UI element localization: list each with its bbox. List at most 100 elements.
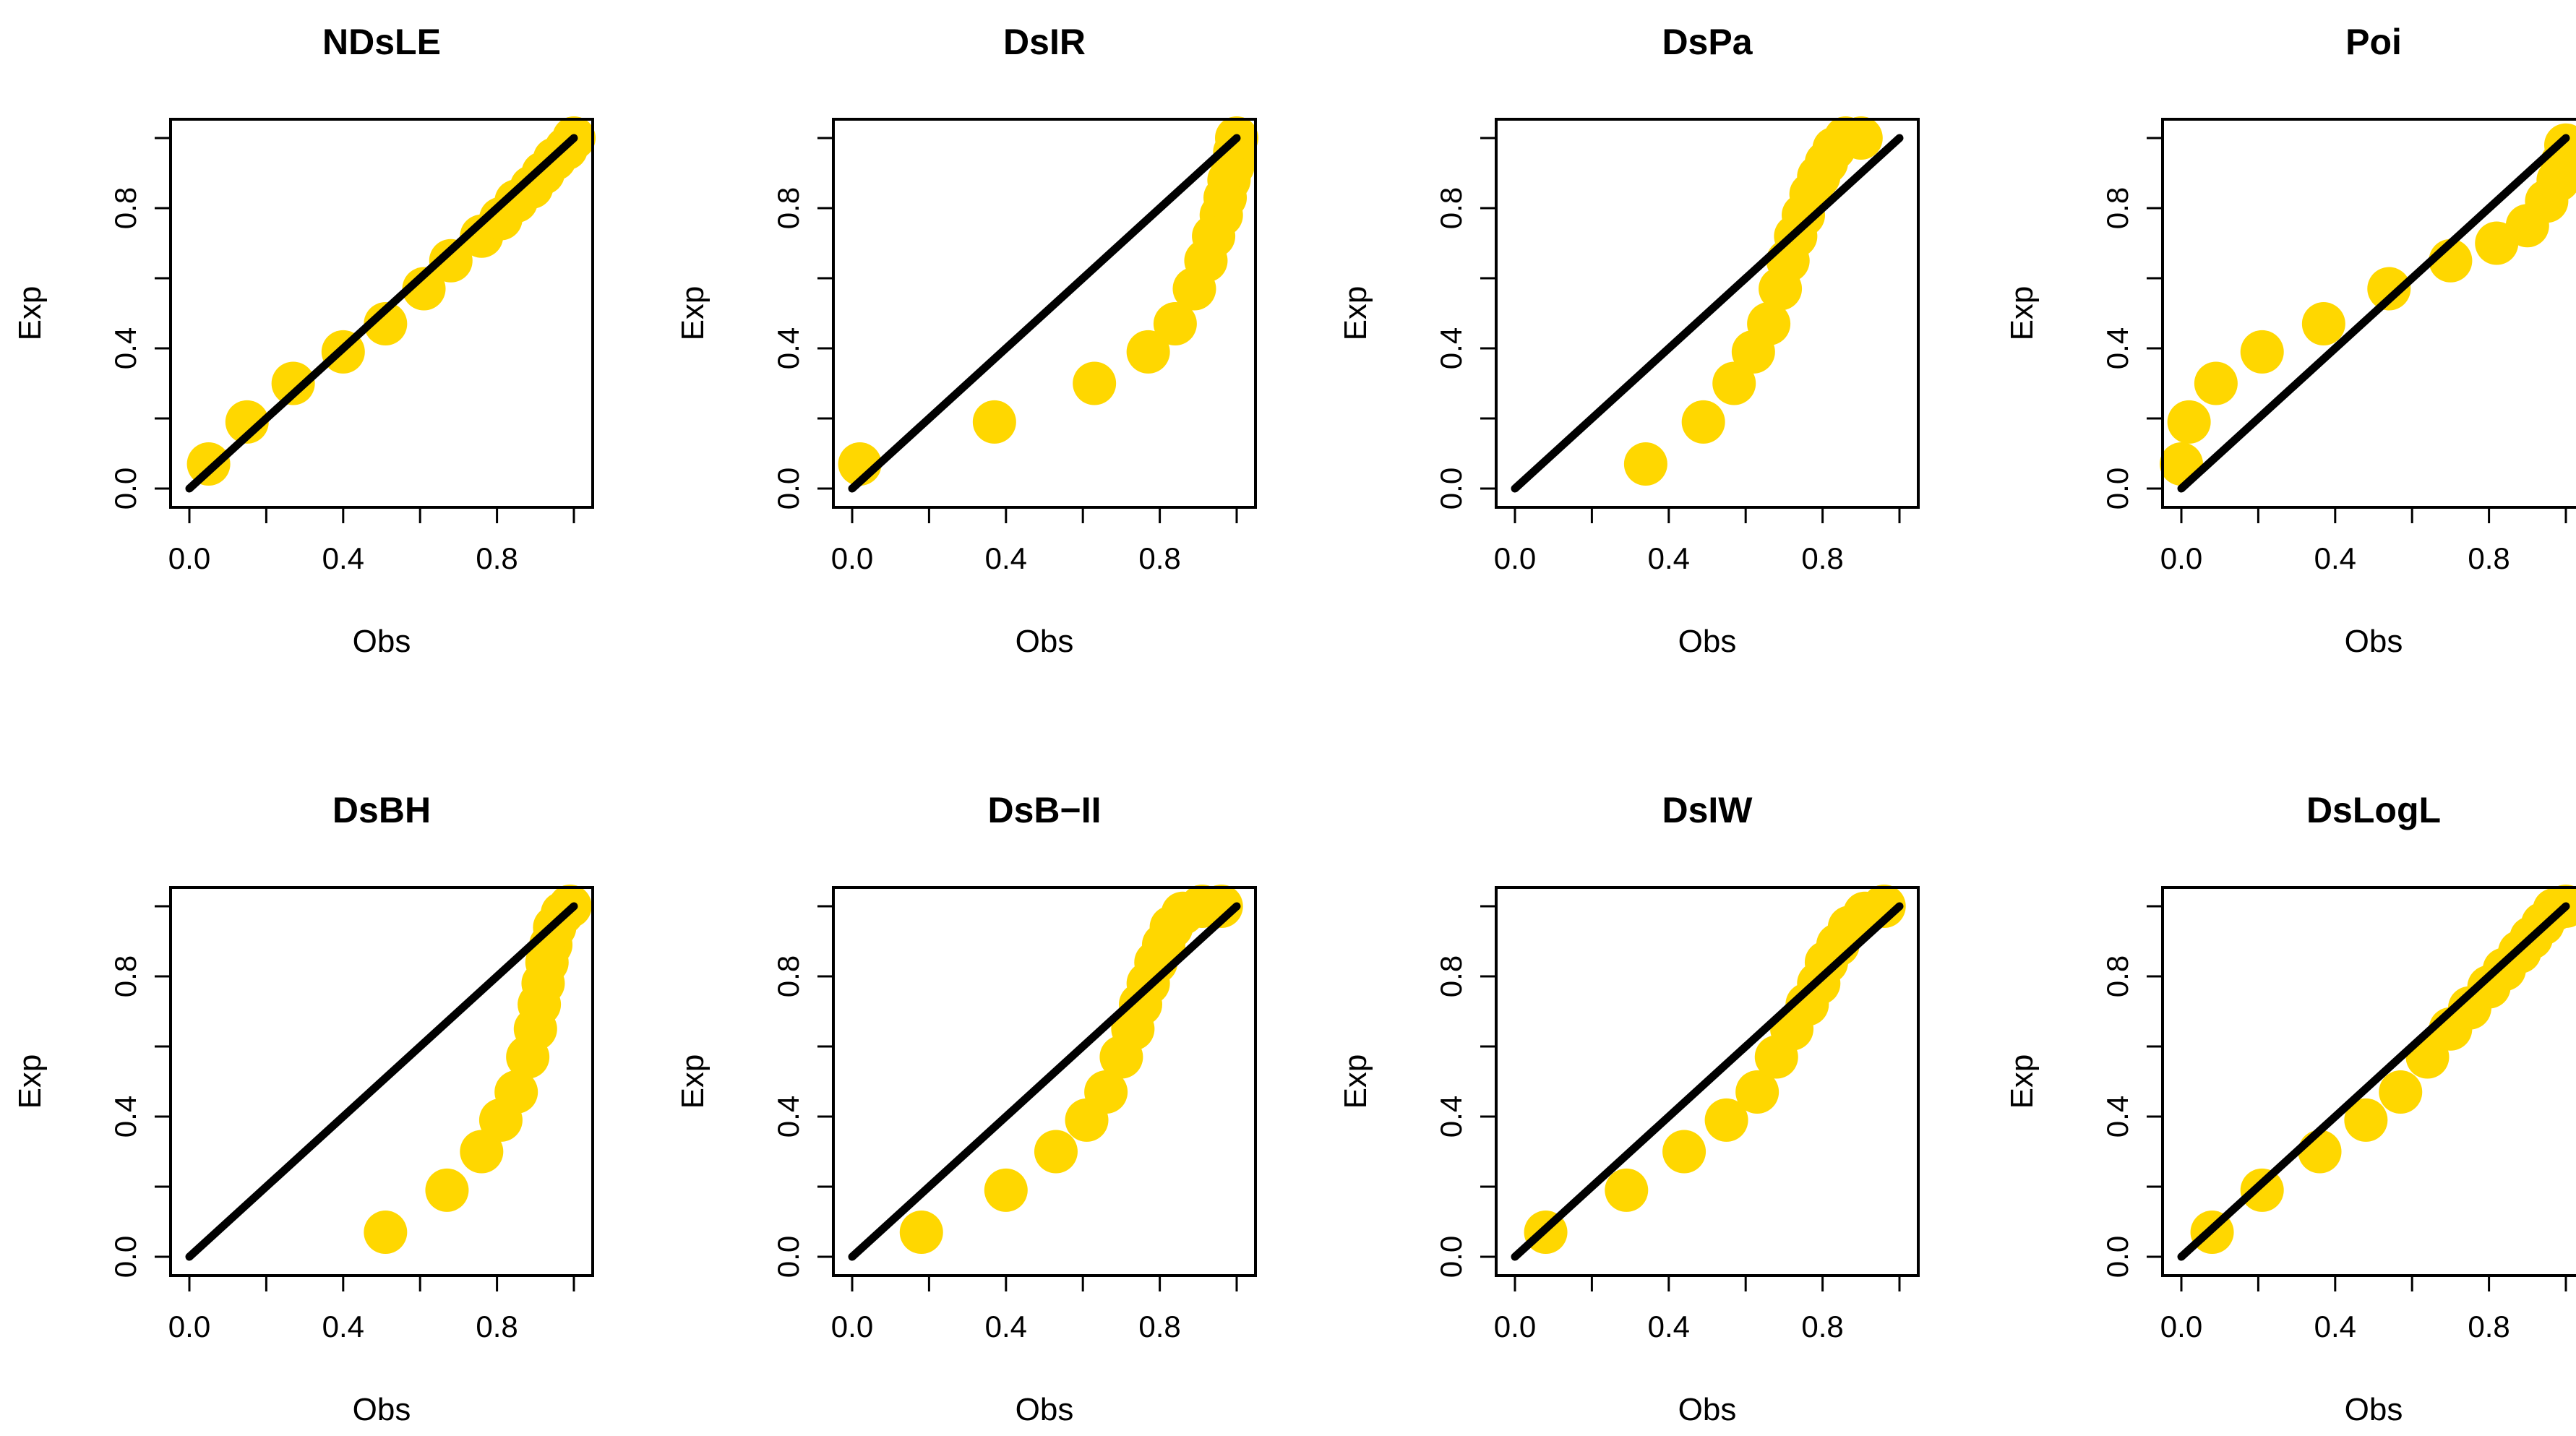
data-point (1073, 361, 1117, 405)
x-axis-label: Obs (353, 624, 411, 659)
y-axis-label: Exp (675, 1054, 710, 1109)
x-axis-label: Obs (1016, 624, 1074, 659)
y-tick-label: 0.8 (108, 955, 142, 997)
y-axis-label: Exp (675, 286, 710, 341)
data-point (1199, 885, 1243, 928)
data-point (364, 1211, 408, 1255)
panel-title: DsB−II (987, 790, 1101, 830)
panel-title: Poi (2345, 22, 2402, 62)
x-tick-label: 0.0 (2160, 1310, 2202, 1343)
data-point (2240, 1168, 2284, 1212)
y-tick-label: 0.0 (2100, 468, 2134, 510)
data-point (494, 1070, 538, 1114)
y-axis-label: Exp (12, 286, 48, 341)
y-tick-label: 0.4 (2100, 327, 2134, 369)
data-point (2194, 361, 2238, 405)
panel-6: DsB−II 0.0 0.4 0.8 0.0 0.4 0.8 Obs Exp (675, 790, 1257, 1427)
y-tick-label: 0.0 (108, 468, 142, 510)
x-tick-label: 0.0 (831, 541, 873, 575)
plot-box (1495, 118, 1920, 509)
data-point (186, 442, 231, 486)
data-point (1126, 330, 1170, 374)
x-tick-label: 0.8 (1138, 541, 1180, 575)
reference-line (2177, 902, 2570, 1261)
x-tick-label: 0.0 (1494, 541, 1536, 575)
x-tick-label: 0.0 (1494, 1310, 1536, 1343)
plot-box (2161, 886, 2576, 1277)
panel-2: DsIR 0.0 0.4 0.8 0.0 0.4 0.8 Obs Exp (675, 22, 1258, 659)
x-tick-label: 0.4 (1648, 541, 1690, 575)
plot-box (2161, 118, 2576, 509)
panel-title: DsBH (332, 790, 431, 830)
data-point (271, 361, 315, 405)
y-tick-label: 0.8 (2100, 187, 2134, 229)
data-point (1623, 442, 1667, 486)
panel-title: DsIW (1662, 790, 1753, 830)
reference-line (848, 134, 1241, 493)
x-tick-label: 0.0 (168, 541, 210, 575)
plot-box (169, 886, 594, 1277)
data-point (984, 1168, 1028, 1212)
data-point (1747, 302, 1791, 346)
y-tick-label: 0.0 (1434, 1236, 1468, 1278)
data-point (1605, 1168, 1649, 1212)
x-tick-label: 0.0 (168, 1310, 210, 1343)
panel-7: DsIW 0.0 0.4 0.8 0.0 0.4 0.8 Obs Exp (1338, 790, 1920, 1427)
x-axis-label: Obs (1016, 1392, 1074, 1427)
y-tick-label: 0.4 (771, 327, 805, 369)
reference-line (185, 902, 578, 1261)
x-tick-label: 0.0 (2160, 541, 2202, 575)
y-tick-label: 0.8 (2100, 955, 2134, 997)
x-axis-label: Obs (1678, 624, 1737, 659)
y-tick-label: 0.4 (771, 1096, 805, 1138)
y-tick-label: 0.0 (2100, 1236, 2134, 1278)
data-point (2298, 1130, 2342, 1174)
data-point (1735, 1070, 1779, 1114)
reference-line (848, 902, 1241, 1261)
panel-title: DsPa (1662, 22, 1753, 62)
panel-8: DsLogL 0.0 0.4 0.8 0.0 0.4 0.8 Obs Exp (2004, 790, 2576, 1427)
data-point (899, 1211, 943, 1255)
reference-line (1511, 902, 1904, 1261)
data-point (2167, 400, 2211, 444)
x-tick-label: 0.8 (2468, 1310, 2510, 1343)
y-axis-label: Exp (1338, 286, 1373, 341)
y-axis-label: Exp (2004, 286, 2040, 341)
panel-title: NDsLE (322, 22, 441, 62)
data-point (2240, 330, 2284, 374)
plot-box (832, 118, 1257, 509)
data-point (1839, 116, 1883, 160)
x-tick-label: 0.4 (322, 1310, 364, 1343)
plot-box (1495, 886, 1920, 1277)
data-point (225, 400, 269, 444)
panel-title: DsLogL (2306, 790, 2441, 830)
reference-line (2177, 134, 2570, 493)
y-axis-label: Exp (1338, 1054, 1373, 1109)
data-point (1704, 1098, 1748, 1142)
data-point (1862, 885, 1906, 928)
x-axis-label: Obs (353, 1392, 411, 1427)
y-tick-label: 0.0 (108, 1236, 142, 1278)
panel-5: DsBH 0.0 0.4 0.8 0.0 0.4 0.8 Obs Exp (12, 790, 594, 1427)
y-tick-label: 0.0 (771, 1236, 805, 1278)
x-tick-label: 0.8 (476, 541, 518, 575)
data-point (460, 1130, 504, 1174)
panel-1: NDsLE 0.0 0.4 0.8 0.0 0.4 0.8 Obs Exp (12, 22, 596, 659)
reference-line (1511, 134, 1904, 493)
x-tick-label: 0.8 (1138, 1310, 1180, 1343)
y-tick-label: 0.0 (1434, 468, 1468, 510)
y-tick-label: 0.8 (771, 955, 805, 997)
y-tick-label: 0.4 (1434, 327, 1468, 369)
data-point (1084, 1070, 1128, 1114)
data-point (2379, 1070, 2423, 1114)
y-axis-label: Exp (12, 1054, 48, 1109)
data-point (364, 302, 408, 346)
y-tick-label: 0.4 (108, 1096, 142, 1138)
panel-title: DsIR (1003, 22, 1086, 62)
y-tick-label: 0.8 (108, 187, 142, 229)
y-tick-label: 0.8 (1434, 187, 1468, 229)
x-tick-label: 0.8 (1801, 541, 1843, 575)
y-axis-label: Exp (2004, 1054, 2040, 1109)
x-axis-label: Obs (2345, 1392, 2403, 1427)
